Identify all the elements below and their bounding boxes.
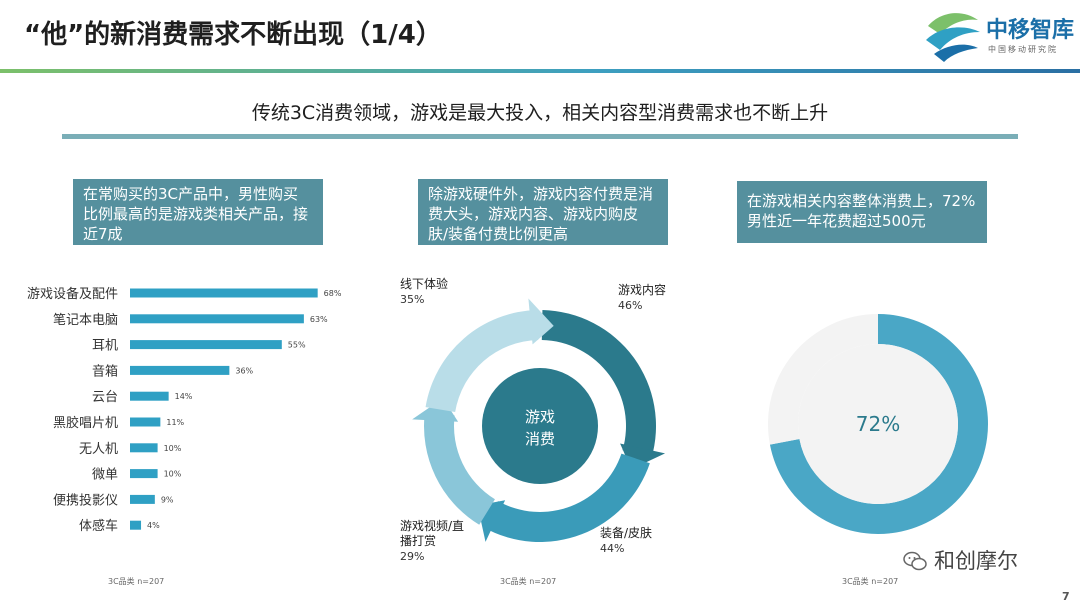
- footnote: 3C品类 n=207: [842, 577, 899, 586]
- bar: [130, 391, 169, 401]
- category-label: 体感车: [79, 518, 118, 534]
- bar: [130, 340, 282, 350]
- bar: [130, 443, 158, 453]
- value-label: 63%: [310, 315, 328, 324]
- bar: [130, 520, 142, 530]
- ring-slice: [768, 314, 878, 445]
- category-label: 耳机: [92, 339, 118, 354]
- footnote: 3C品类 n=207: [108, 577, 165, 586]
- center-label: 消费: [525, 430, 555, 448]
- bar: [130, 288, 318, 298]
- ring-chart: 72%: [768, 314, 988, 534]
- slice-value-label: 44%: [600, 542, 624, 555]
- title-divider: [0, 69, 1080, 73]
- slice-label: 播打赏: [400, 534, 436, 548]
- value-label: 68%: [324, 289, 342, 298]
- donut-slice: [541, 310, 656, 459]
- value-label: 4%: [147, 521, 160, 530]
- bar-chart: 游戏设备及配件 68% 笔记本电脑 63% 耳机 55% 音箱 36% 云台 14% 黑胶唱片机 11…: [27, 286, 342, 534]
- donut-slice: [424, 411, 495, 525]
- category-label: 便携投影仪: [53, 492, 118, 508]
- slice-label: 线下体验: [400, 276, 448, 291]
- donut-center: [482, 368, 598, 484]
- donut-arrow: [528, 298, 554, 345]
- wechat-icon: [903, 551, 927, 571]
- bar: [130, 494, 155, 504]
- slice-value-label: 46%: [618, 299, 642, 312]
- section-subtitle: 传统3C消费领域，游戏是最大投入，相关内容型消费需求也不断上升: [251, 102, 829, 124]
- slide-title: “他”的新消费需求不断出现（1/4）: [24, 20, 442, 50]
- category-label: 音箱: [92, 363, 118, 379]
- slice-value-label: 29%: [400, 550, 424, 563]
- bar: [130, 469, 158, 479]
- value-label: 14%: [175, 392, 193, 401]
- slice-label: 装备/皮肤: [600, 525, 652, 540]
- donut-slice: [483, 453, 650, 542]
- category-label: 黑胶唱片机: [53, 415, 118, 431]
- ring-center: [798, 344, 958, 504]
- value-label: 10%: [164, 444, 182, 453]
- watermark-text: 和创摩尔: [934, 549, 1018, 573]
- page-number: 7: [1062, 590, 1070, 603]
- callout-box: 除游戏硬件外，游戏内容付费是消费大头，游戏内容、游戏内购皮肤/装备付费比例更高: [418, 179, 668, 245]
- subtitle-divider: [62, 134, 1018, 139]
- slice-value-label: 35%: [400, 293, 424, 306]
- slice-label: 游戏视频/直: [400, 518, 464, 533]
- callout-box: 在游戏相关内容整体消费上，72%男性近一年花费超过500元: [737, 181, 987, 243]
- category-label: 云台: [92, 390, 118, 405]
- donut-slice: [425, 310, 539, 412]
- value-label: 10%: [164, 470, 182, 479]
- value-label: 55%: [288, 341, 306, 350]
- ring-value-label: 72%: [856, 412, 900, 436]
- callout-box: 在常购买的3C产品中，男性购买比例最高的是游戏类相关产品，接近7成: [73, 179, 323, 245]
- value-label: 36%: [235, 366, 253, 375]
- bar: [130, 365, 230, 375]
- logo-text: 中移智库: [986, 18, 1075, 43]
- category-label: 微单: [92, 468, 118, 483]
- bar: [130, 417, 161, 427]
- logo-icon: [926, 13, 980, 62]
- footnote: 3C品类 n=207: [500, 577, 557, 586]
- value-label: 9%: [161, 495, 174, 504]
- center-label: 游戏: [525, 408, 555, 426]
- category-label: 无人机: [79, 442, 118, 457]
- bar: [130, 314, 304, 324]
- category-label: 游戏设备及配件: [27, 286, 118, 302]
- logo-subtext: 中国移动研究院: [988, 45, 1058, 54]
- category-label: 笔记本电脑: [53, 312, 118, 328]
- value-label: 11%: [166, 418, 184, 427]
- slice-label: 游戏内容: [618, 282, 666, 297]
